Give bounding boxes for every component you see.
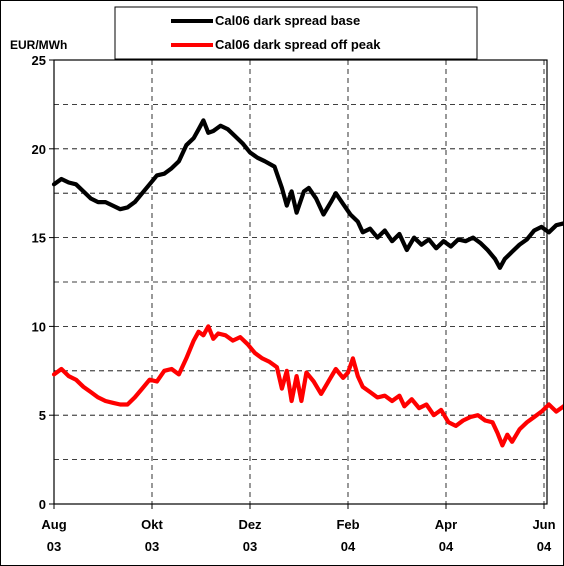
- x-tick-label-year: 04: [537, 539, 552, 554]
- y-tick-label: 5: [39, 408, 46, 423]
- y-tick-label: 10: [32, 319, 46, 334]
- legend-label-offpeak: Cal06 dark spread off peak: [215, 37, 381, 52]
- legend: Cal06 dark spread base Cal06 dark spread…: [114, 6, 478, 60]
- series-line-offpeak: [51, 324, 563, 448]
- x-tick-label-month: Apr: [435, 517, 457, 532]
- series-lines: [51, 118, 563, 448]
- x-tick-label-month: Dez: [238, 517, 262, 532]
- y-tick-label: 20: [32, 142, 46, 157]
- y-tick-label: 25: [32, 53, 46, 68]
- legend-label-base: Cal06 dark spread base: [215, 13, 360, 28]
- x-tick-label-year: 03: [47, 539, 61, 554]
- x-tick-label-year: 03: [145, 539, 159, 554]
- legend-box: [114, 6, 478, 60]
- x-tick-label-month: Feb: [336, 517, 359, 532]
- x-tick-label-month: Okt: [141, 517, 163, 532]
- x-tick-label-year: 04: [341, 539, 356, 554]
- x-tick-label-month: Aug: [41, 517, 66, 532]
- y-tick-label: 15: [32, 231, 46, 246]
- y-axis: 0 5 10 15 20 25: [32, 53, 54, 512]
- y-tick-label: 0: [39, 497, 46, 512]
- x-tick-label-year: 03: [243, 539, 257, 554]
- grid-lines: [54, 60, 547, 504]
- x-axis: Aug03Okt03Dez03Feb04Apr04Jun04Aug04Okt04…: [41, 504, 556, 554]
- series-line-base: [51, 118, 563, 270]
- x-tick-label-month: Jun: [532, 517, 555, 532]
- y-axis-unit-label: EUR/MWh: [10, 38, 67, 52]
- x-tick-label-year: 04: [439, 539, 454, 554]
